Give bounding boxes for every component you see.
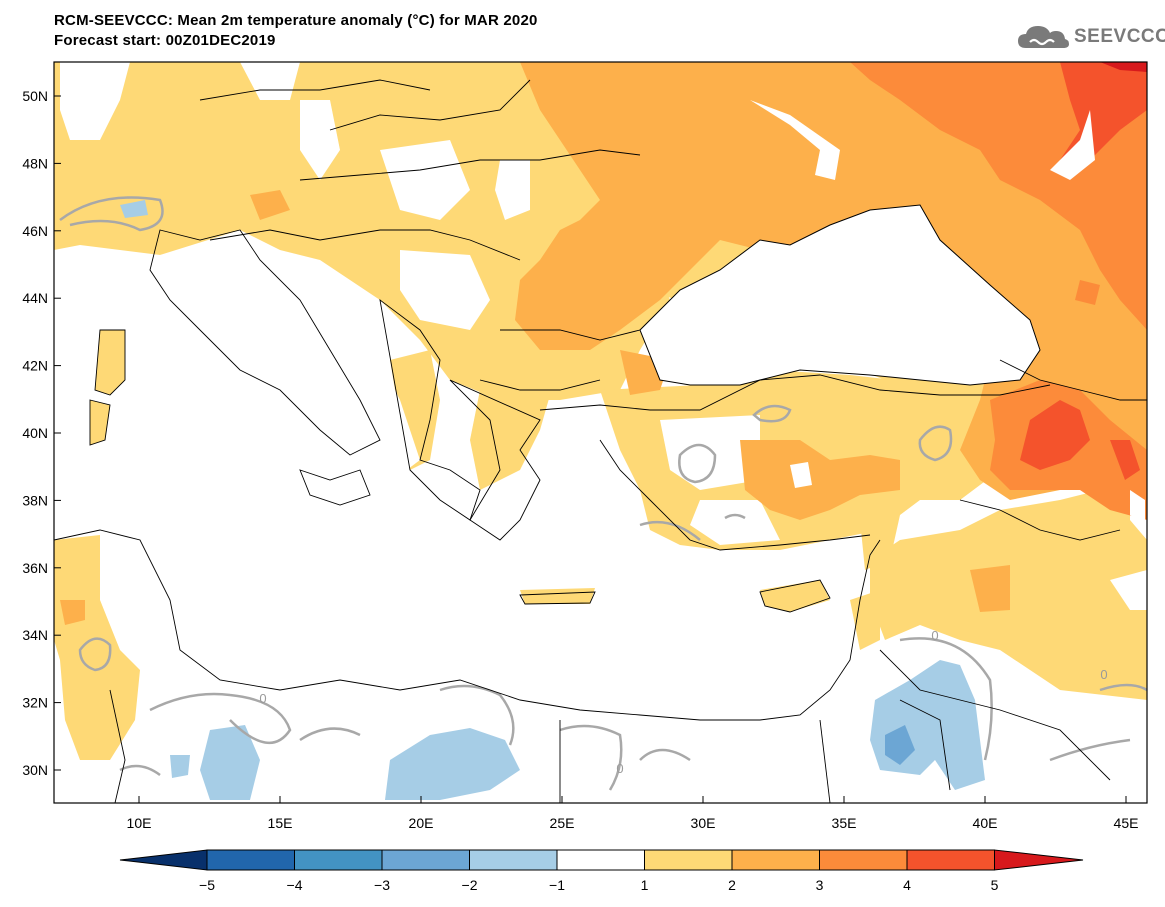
near-zero-region — [54, 62, 1147, 610]
colorbar-tick-label: −4 — [287, 877, 303, 893]
contour-label: 0 — [259, 691, 266, 706]
colorbar-min-arrow — [119, 849, 208, 871]
seevccc-logo: SEEVCCC — [1016, 22, 1165, 52]
anomaly-above-5-region — [1100, 62, 1147, 72]
near-zero-patches — [750, 100, 1145, 525]
lat-label: 50N — [22, 88, 48, 104]
colorbar-tick-label: 5 — [991, 877, 999, 893]
colorbar-segment — [381, 849, 470, 871]
colorbar-tick-label: 4 — [903, 877, 911, 893]
lat-label: 30N — [22, 762, 48, 778]
lat-label: 48N — [22, 155, 48, 171]
forecast-start-label: Forecast start: 00Z01DEC2019 — [54, 32, 276, 49]
lon-label: 25E — [550, 815, 575, 831]
colorbar-tick-label: −5 — [199, 877, 215, 893]
lon-label: 45E — [1114, 815, 1139, 831]
map-axes: 50N 48N 46N 44N 42N 40N 38N 36N 34N 32N 30N 10E 15E 2… — [22, 88, 1138, 831]
zero-contours — [59, 196, 1147, 791]
lat-label: 38N — [22, 492, 48, 508]
lat-label: 36N — [22, 560, 48, 576]
colorbar-tick-label: −3 — [374, 877, 390, 893]
colorbar-tick-label: 3 — [816, 877, 824, 893]
lat-label: 46N — [22, 223, 48, 239]
colorbar: −5 −4 −3 −2 −1 1 2 3 4 5 — [119, 849, 1084, 893]
map-title: RCM-SEEVCCC: Mean 2m temperature anomaly… — [54, 12, 538, 29]
contour-label: 0 — [931, 628, 938, 643]
lon-label: 20E — [409, 815, 434, 831]
borders — [54, 79, 1147, 803]
colorbar-segment — [556, 849, 645, 871]
lon-label: 15E — [268, 815, 293, 831]
colorbar-tick-label: −2 — [462, 877, 478, 893]
lat-label: 44N — [22, 290, 48, 306]
lat-label: 32N — [22, 695, 48, 711]
contour-label: 0 — [1100, 667, 1107, 682]
lon-label: 40E — [973, 815, 998, 831]
colorbar-max-arrow — [994, 849, 1084, 871]
lon-label: 35E — [832, 815, 857, 831]
logo-text: SEEVCCC — [1074, 26, 1165, 47]
lat-label: 42N — [22, 358, 48, 374]
anomaly-strong-negative-region — [885, 725, 915, 765]
contour-label: 0 — [616, 761, 623, 776]
lat-label: 34N — [22, 627, 48, 643]
colorbar-segment — [906, 849, 995, 871]
colorbar-tick-label: −1 — [549, 877, 565, 893]
colorbar-segment — [731, 849, 820, 871]
cloud-icon — [1018, 26, 1069, 48]
colorbar-segment — [469, 849, 558, 871]
anomaly-field — [54, 62, 1147, 803]
colorbar-segment — [206, 849, 295, 871]
lon-label: 30E — [691, 815, 716, 831]
colorbar-segment — [644, 849, 733, 871]
colorbar-tick-label: 2 — [728, 877, 736, 893]
colorbar-segment — [294, 849, 383, 871]
colorbar-tick-label: 1 — [641, 877, 649, 893]
colorbar-segment — [819, 849, 908, 871]
lon-label: 10E — [127, 815, 152, 831]
lat-label: 40N — [22, 425, 48, 441]
